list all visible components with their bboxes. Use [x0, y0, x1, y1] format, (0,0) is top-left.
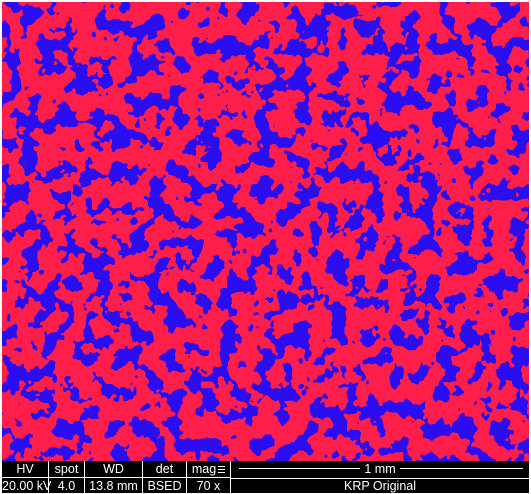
- spot-label: spot: [54, 462, 79, 476]
- mag-column: mag 70 x: [186, 461, 230, 493]
- det-value: BSED: [143, 477, 186, 493]
- scale-bar-label: 1 mm: [360, 462, 400, 476]
- hv-column: HV 20.00 kV: [2, 461, 52, 493]
- det-column: det BSED: [142, 461, 186, 493]
- spot-column: spot 4.0: [48, 461, 84, 493]
- wd-value: 13.8 mm: [85, 477, 142, 493]
- hv-label: HV: [16, 462, 34, 476]
- mag-label: mag: [191, 462, 217, 476]
- mag-label-row: mag: [187, 462, 230, 476]
- sem-databar: HV 20.00 kV spot 4.0 WD 13.8 mm det BSED…: [2, 461, 529, 493]
- mag-lines-icon: [218, 466, 226, 474]
- image-source-label: KRP Original: [231, 478, 529, 493]
- wd-label: WD: [103, 462, 124, 476]
- det-label: det: [155, 462, 174, 476]
- spot-value: 4.0: [49, 477, 84, 493]
- sem-micrograph: [2, 2, 529, 461]
- scale-bar-cell: 1 mm KRP Original: [230, 461, 529, 493]
- hv-value: 20.00 kV: [2, 477, 52, 493]
- scale-bar-label-row: 1 mm: [231, 462, 529, 476]
- mag-value: 70 x: [187, 477, 230, 493]
- wd-column: WD 13.8 mm: [84, 461, 142, 493]
